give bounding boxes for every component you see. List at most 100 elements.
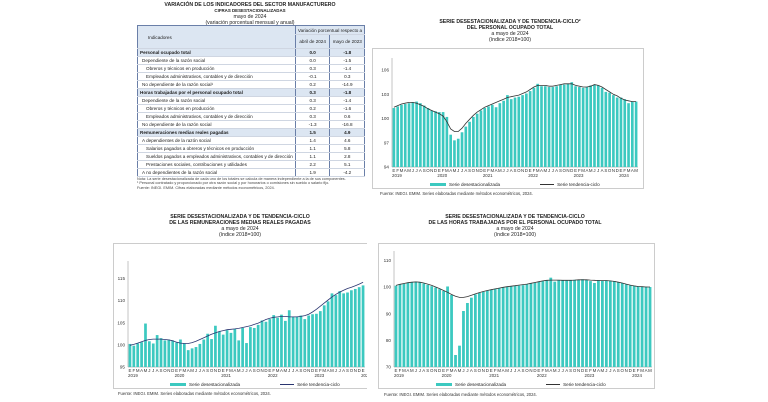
bar xyxy=(509,286,513,367)
row-value-abril: 0.3 xyxy=(294,64,330,73)
chart-personal-source: Fuente: INEGI. EMIM. Series elaboradas m… xyxy=(380,191,533,196)
x-month-label: E xyxy=(490,368,493,373)
x-month-label: O xyxy=(608,168,612,173)
y-tick-label: 105 xyxy=(117,320,125,325)
y-tick-label: 103 xyxy=(381,92,389,97)
x-month-label: E xyxy=(395,368,398,373)
bar xyxy=(346,292,349,367)
legend-bars: Serie desestacionalizada xyxy=(170,382,240,387)
bar xyxy=(430,286,434,367)
y-tick-label: 110 xyxy=(384,258,392,263)
x-month-label: M xyxy=(553,368,557,373)
x-year-label: 2024 xyxy=(361,373,367,378)
bar xyxy=(533,282,537,367)
bar xyxy=(454,355,457,367)
y-tick-label: 110 xyxy=(118,298,126,303)
bar xyxy=(566,83,570,167)
bar xyxy=(155,335,159,367)
bar xyxy=(521,95,524,167)
x-month-label: A xyxy=(202,368,205,373)
bar xyxy=(627,103,630,167)
chart-remuneraciones-heading: SERIE DESESTACIONALIZADA Y DE TENDENCIA-… xyxy=(110,214,370,238)
bar xyxy=(517,96,521,167)
trend-line xyxy=(393,83,637,132)
chart-remuneraciones-title-1: SERIE DESESTACIONALIZADA Y DE TENDENCIA-… xyxy=(170,214,310,220)
bar xyxy=(419,103,422,167)
x-month-label: M xyxy=(410,368,414,373)
x-month-label: D xyxy=(525,168,528,173)
x-month-label: S xyxy=(160,368,163,373)
bar xyxy=(578,87,581,167)
x-month-label: F xyxy=(319,368,322,373)
x-month-label: M xyxy=(453,168,457,173)
table-row: Remuneraciones medias reales pagadas 1.5 4… xyxy=(137,128,365,137)
bar xyxy=(171,340,175,367)
bar xyxy=(449,134,452,167)
table-row: A no dependientes de la razón social 1.9-… xyxy=(137,168,365,177)
table-row: Dependiente de la razón social 0.3 -1.4 xyxy=(137,96,365,105)
x-month-label: D xyxy=(171,368,174,373)
x-month-label: J xyxy=(292,368,294,373)
bar xyxy=(596,85,600,167)
x-month-label: O xyxy=(472,168,476,173)
bar xyxy=(159,338,163,367)
bar xyxy=(634,101,638,167)
bar xyxy=(506,95,509,167)
table-row: Empleados administrativos, contables y d… xyxy=(137,72,365,81)
bar xyxy=(489,289,493,367)
col-abril: abril de 2024 xyxy=(294,34,330,49)
x-month-label: M xyxy=(545,368,549,373)
chart-remuneraciones-units: (índice 2018=100) xyxy=(219,232,261,238)
table-row: Dependiente de la razón social 0.0 -1.5 xyxy=(137,56,365,65)
bar xyxy=(287,310,291,367)
x-month-label: O xyxy=(350,368,354,373)
bar xyxy=(477,292,481,367)
bar xyxy=(326,301,330,367)
x-month-label: E xyxy=(574,168,577,173)
legend-bars: Serie desestacionalizada xyxy=(430,182,500,187)
table-heading: VARIACIÓN DE LOS INDICADORES DEL SECTOR … xyxy=(130,2,370,26)
row-value-mayo: -1.8 xyxy=(329,88,365,97)
x-month-label: M xyxy=(237,368,241,373)
x-month-label: E xyxy=(362,368,365,373)
x-month-label: J xyxy=(457,168,459,173)
bar xyxy=(403,104,407,167)
bar xyxy=(600,87,604,167)
x-month-label: A xyxy=(645,368,648,373)
y-tick-label: 90 xyxy=(386,311,392,316)
x-month-label: N xyxy=(577,368,580,373)
row-label: Sueldos pagados a empleados administrati… xyxy=(137,152,296,161)
x-month-label: M xyxy=(536,168,540,173)
bar xyxy=(456,138,460,167)
bar xyxy=(276,317,279,367)
x-month-label: D xyxy=(434,168,437,173)
x-month-label: M xyxy=(543,168,547,173)
x-month-label: S xyxy=(604,168,607,173)
table-row: Obreros y técnicos en producción 0.2 -1.6 xyxy=(137,104,365,113)
y-tick-label: 70 xyxy=(386,365,392,370)
bar xyxy=(525,284,529,367)
bar xyxy=(528,91,532,167)
bar xyxy=(151,343,155,367)
x-month-label: F xyxy=(399,368,402,373)
chart-horas-frame xyxy=(378,243,655,389)
row-value-mayo: 2.8 xyxy=(329,152,365,161)
bar xyxy=(418,282,422,367)
bar xyxy=(612,95,615,167)
x-month-label: E xyxy=(620,168,623,173)
bar xyxy=(422,105,426,167)
bar xyxy=(545,280,549,367)
indicators-table: Indicadores Variación porcentual respect… xyxy=(137,25,366,177)
x-month-label: M xyxy=(458,368,462,373)
x-month-label: A xyxy=(249,368,252,373)
row-value-abril: 0.2 xyxy=(294,80,330,89)
bar xyxy=(128,343,132,367)
x-month-label: M xyxy=(505,368,509,373)
x-month-label: D xyxy=(629,368,632,373)
x-month-label: J xyxy=(461,168,463,173)
x-month-label: J xyxy=(148,368,150,373)
x-month-label: S xyxy=(206,368,209,373)
bar xyxy=(140,342,143,367)
